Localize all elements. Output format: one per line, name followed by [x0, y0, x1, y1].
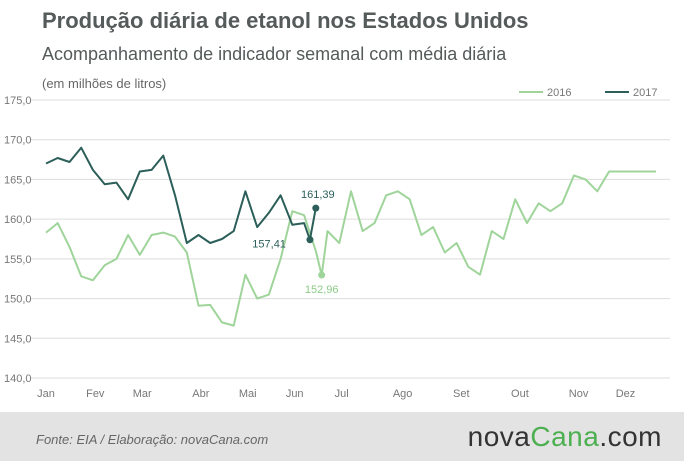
y-tick-label: 165,0 [4, 174, 32, 186]
chart-title: Produção diária de etanol nos Estados Un… [42, 8, 529, 33]
y-tick-label: 160,0 [4, 214, 32, 226]
y-tick-label: 140,0 [4, 373, 32, 385]
x-tick-label: Mai [239, 388, 257, 400]
x-tick-label: Jul [335, 388, 349, 400]
x-tick-label: Set [453, 388, 470, 400]
x-tick-label: Jun [286, 388, 304, 400]
x-tick-label: Nov [569, 388, 589, 400]
y-tick-label: 150,0 [4, 294, 32, 306]
legend-label: 2016 [547, 87, 571, 99]
y-tick-label: 170,0 [4, 135, 32, 147]
legend-label: 2017 [633, 87, 657, 99]
x-tick-label: Abr [192, 388, 209, 400]
series-line-2016 [45, 170, 656, 327]
series-line-2017 [45, 146, 317, 244]
unit-label: (em milhões de litros) [42, 76, 167, 91]
y-tick-label: 145,0 [4, 333, 32, 345]
brand-suffix: .com [599, 421, 662, 452]
brand-main: Cana [530, 421, 600, 452]
brand-logo: novaCana.com [468, 421, 662, 453]
data-label: 157,41 [252, 239, 286, 251]
data-point [312, 204, 320, 212]
x-tick-label: Mar [133, 388, 152, 400]
chart-subtitle: Acompanhamento de indicador semanal com … [42, 44, 507, 64]
footer: Fonte: EIA / Elaboração: novaCana.com no… [0, 412, 684, 461]
data-point [318, 271, 326, 279]
data-point [306, 236, 314, 244]
data-label: 161,39 [301, 189, 335, 201]
x-tick-label: Dez [616, 388, 636, 400]
line-chart: 140,0 145,0 150,0 155,0 160,0 165,0 170,0 175,0… [4, 87, 670, 400]
x-tick-label: Ago [393, 388, 413, 400]
y-tick-label: 155,0 [4, 254, 32, 266]
y-tick-label: 175,0 [4, 95, 32, 107]
x-tick-label: Out [511, 388, 529, 400]
data-label: 152,96 [305, 284, 339, 296]
source-text: Fonte: EIA / Elaboração: novaCana.com [36, 432, 269, 447]
x-tick-label: Fev [86, 388, 105, 400]
brand-prefix: nova [467, 421, 531, 452]
x-tick-label: Jan [37, 388, 55, 400]
